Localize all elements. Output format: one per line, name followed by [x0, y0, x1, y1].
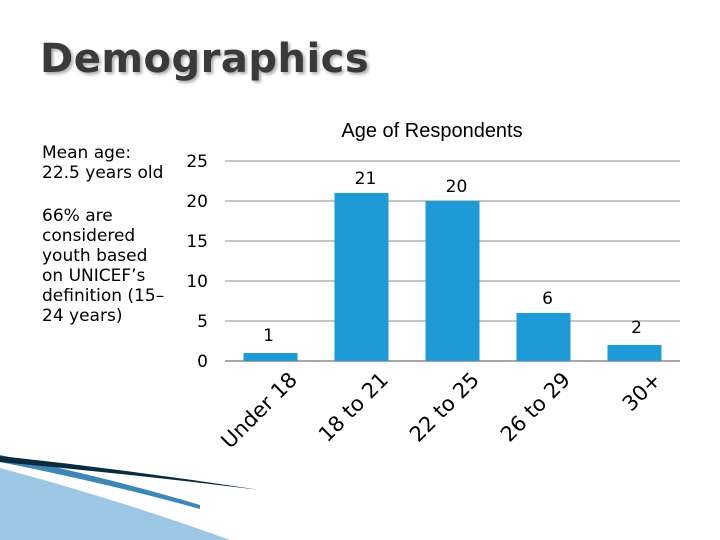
- youth-line: definition (15–: [42, 286, 165, 306]
- value-label: 21: [355, 169, 377, 189]
- y-tick-label: 0: [197, 352, 208, 372]
- swoosh-dark: [0, 456, 260, 490]
- youth-line: considered: [42, 226, 136, 246]
- y-tick-label: 20: [186, 192, 208, 212]
- swoosh-light: [0, 468, 230, 540]
- bar: [334, 193, 389, 361]
- youth-line: on UNICEF’s: [42, 266, 146, 286]
- bar: [516, 313, 571, 361]
- value-label: 1: [263, 326, 274, 346]
- value-label: 20: [446, 177, 468, 197]
- youth-definition-text: 66% are considered youth based on UNICEF…: [42, 206, 192, 326]
- chart-title: Age of Respondents: [341, 120, 522, 142]
- y-tick-label: 10: [186, 272, 208, 292]
- value-label: 2: [631, 318, 642, 338]
- y-tick-label: 5: [197, 312, 208, 332]
- mean-age-text: Mean age: 22.5 years old: [42, 143, 192, 183]
- mean-age-line: Mean age:: [42, 143, 132, 163]
- bar: [425, 201, 480, 361]
- bar: [243, 353, 298, 361]
- bar: [607, 345, 662, 361]
- y-tick-label: 25: [186, 152, 208, 172]
- value-label: 6: [542, 289, 553, 309]
- youth-line: 24 years): [42, 306, 123, 326]
- slide-title: Demographics: [40, 36, 370, 82]
- mean-age-line: 22.5 years old: [42, 163, 164, 183]
- y-tick-label: 15: [186, 232, 208, 252]
- youth-line: youth based: [42, 246, 148, 266]
- youth-line: 66% are: [42, 206, 113, 226]
- swoosh-mid: [0, 455, 200, 509]
